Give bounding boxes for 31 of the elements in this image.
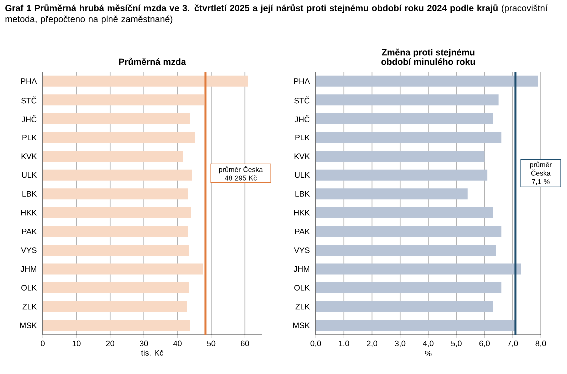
bar — [43, 301, 188, 312]
bar — [316, 320, 516, 332]
bar — [316, 282, 502, 294]
bar — [316, 207, 494, 218]
bar — [316, 76, 538, 87]
bar — [316, 151, 485, 162]
bar — [316, 94, 499, 106]
chart-title: Průměrná mzda — [119, 58, 186, 66]
chart-title: Změna proti stejnému období minulého roku — [382, 48, 476, 66]
bar — [43, 264, 204, 275]
bar — [316, 170, 488, 181]
bar — [43, 207, 192, 218]
bar — [316, 264, 522, 275]
bar — [43, 113, 190, 124]
bar — [43, 226, 188, 238]
bar — [43, 151, 184, 162]
bar — [43, 244, 190, 256]
bar — [43, 282, 190, 294]
bar — [43, 188, 188, 200]
bar — [43, 94, 204, 106]
bar — [43, 76, 248, 87]
bar — [316, 226, 502, 238]
bar — [43, 170, 192, 181]
bar — [316, 132, 502, 144]
bar — [43, 132, 196, 144]
bar — [316, 244, 496, 256]
bar — [316, 301, 494, 312]
text: Graf 1 Průměrná hrubá měsíční mzda ve 3. čtvrtletí 2025 a její nárůst proti stejnému období roku 2024 podle krajů (pracovištní metoda, přepočteno na plně zaměstnané) — [6, 4, 548, 24]
bar — [316, 113, 494, 124]
bar — [316, 188, 468, 200]
bar — [43, 320, 190, 332]
